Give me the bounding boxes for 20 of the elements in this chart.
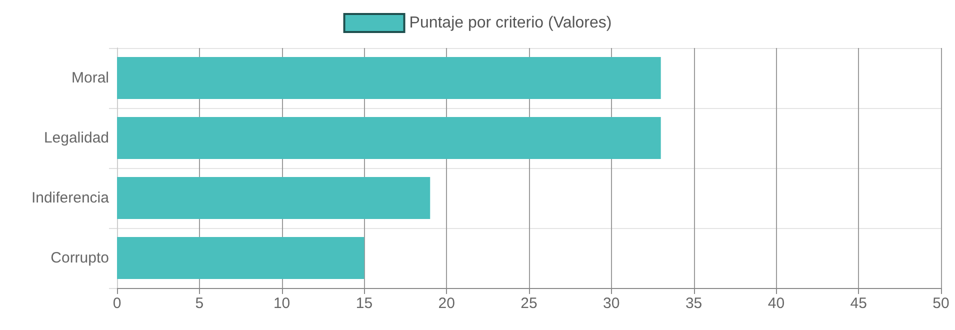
y-tick-label: Moral xyxy=(71,70,109,86)
legend-label: Puntaje por criterio (Valores) xyxy=(409,14,612,32)
x-tick-label: 10 xyxy=(273,295,290,312)
x-tick-label: 35 xyxy=(685,295,702,312)
x-tick-label: 50 xyxy=(932,295,950,312)
x-tick-label: 0 xyxy=(112,295,122,312)
x-tick-label: 25 xyxy=(520,295,538,312)
x-tick-label: 30 xyxy=(603,295,620,312)
bar xyxy=(117,177,430,219)
x-tick-label: 45 xyxy=(850,295,867,312)
y-tick-label: Indiferencia xyxy=(31,190,110,206)
x-tick-label: 5 xyxy=(195,295,204,312)
bar xyxy=(117,237,364,279)
x-tick-label: 40 xyxy=(768,295,785,312)
x-tick-label: 20 xyxy=(438,295,455,312)
x-tick-label: 15 xyxy=(356,295,373,312)
bar xyxy=(117,57,661,99)
y-tick-label: Legalidad xyxy=(44,130,109,146)
y-tick-label: Corrupto xyxy=(50,250,109,266)
bar xyxy=(117,117,661,159)
